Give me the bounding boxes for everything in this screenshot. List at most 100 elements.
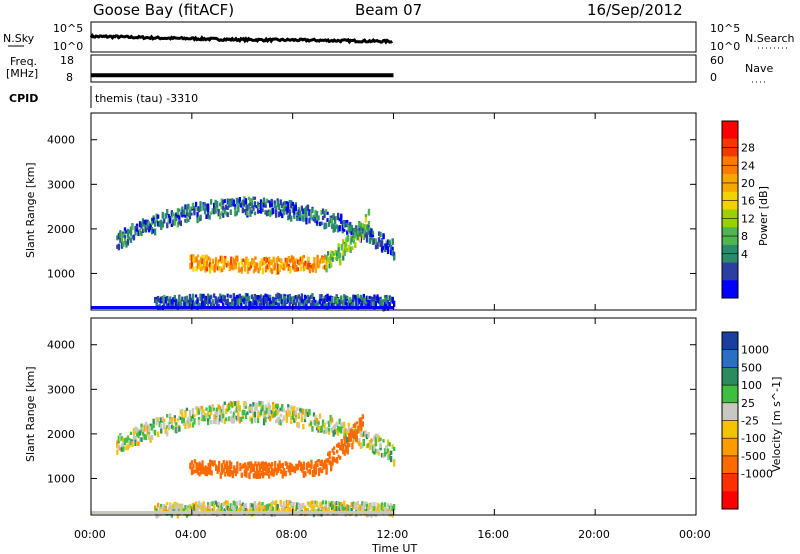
heatmap-cell [334,423,337,430]
heatmap-cell [126,436,130,443]
heatmap-cell [144,421,148,426]
heatmap-cell [219,511,222,514]
heatmap-cell [140,437,143,442]
heatmap-cell [265,301,269,308]
heatmap-cell [223,199,226,203]
heatmap-cell [194,406,198,410]
heatmap-cell [302,408,305,412]
heatmap-cell [228,406,231,411]
heatmap-cell [370,236,373,241]
heatmap-cell [314,299,317,303]
heatmap-cell [350,508,353,513]
heatmap-cell [258,260,262,266]
heatmap-cell [193,207,196,214]
heatmap-cell [148,225,151,230]
heatmap-cell [158,298,161,303]
heatmap-cell [336,252,339,256]
heatmap-cell [322,256,325,264]
heatmap-cell [190,467,194,471]
heatmap-cell [356,501,359,505]
heatmap-cell [179,503,182,508]
heatmap-cell [163,303,166,307]
heatmap-cell [184,422,187,429]
heatmap-cell [184,411,187,418]
heatmap-cell [184,505,187,510]
heatmap-cell [229,503,232,507]
heatmap-cell [171,511,174,514]
heatmap-cell [388,505,391,511]
heatmap-cell [217,501,220,505]
heatmap-cell [352,239,355,244]
heatmap-cell [346,295,349,300]
heatmap-cell [251,306,254,309]
heatmap-cell [162,511,165,514]
heatmap-cell [234,501,237,506]
heatmap-cell [335,506,338,512]
heatmap-cell [134,436,137,442]
heatmap-cell [361,433,364,438]
x-tick-label: 16:00 [477,528,509,541]
heatmap-cell [216,511,219,514]
heatmap-cell [203,297,207,305]
heatmap-cell [252,205,255,211]
heatmap-cell [268,467,271,473]
heatmap-cell [302,411,305,415]
heatmap-cell [152,421,155,428]
heatmap-cell [336,457,339,462]
heatmap-cell [296,217,299,221]
heatmap-cell [328,460,331,465]
heatmap-cell [226,500,229,508]
heatmap-cell [144,434,148,441]
heatmap-cell [349,228,352,234]
heatmap-cell [230,511,233,514]
heatmap-cell [120,436,123,441]
heatmap-cell [347,422,350,426]
heatmap-cell [190,212,193,216]
heatmap-cell [229,410,232,414]
heatmap-cell [173,417,176,422]
heatmap-cell [308,464,312,468]
velocity-colorbar-label: Velocity [m s^-1] [770,377,783,472]
heatmap-cell [253,501,257,506]
heatmap-cell [350,299,353,303]
heatmap-cell [297,209,300,215]
heatmap-cell [204,267,207,271]
heatmap-cell [339,511,342,514]
heatmap-cell [222,511,225,514]
heatmap-cell [160,220,163,224]
heatmap-cell [119,447,122,451]
heatmap-cell [148,306,151,309]
heatmap-cell [265,297,269,305]
heatmap-cell [187,511,191,514]
heatmap-cell [238,508,241,513]
heatmap-cell [308,503,311,507]
heatmap-cell [309,294,313,299]
heatmap-cell [305,217,308,225]
heatmap-cell [248,306,251,309]
heatmap-cell [308,306,312,309]
heatmap-cell [148,228,151,233]
heatmap-cell [225,204,228,210]
heatmap-cell [337,500,340,505]
heatmap-cell [285,211,288,215]
heatmap-cell [195,462,198,467]
heatmap-cell [296,511,299,514]
heatmap-cell [195,256,198,262]
heatmap-cell [320,511,324,514]
heatmap-cell [200,409,204,415]
heatmap-cell [315,220,319,225]
heatmap-cell [152,418,155,424]
heatmap-cell [265,294,269,298]
heatmap-cell [365,295,369,302]
heatmap-cell [225,263,228,268]
heatmap-cell [137,428,140,434]
heatmap-cell [272,511,275,514]
heatmap-cell [172,425,175,431]
heatmap-cell [387,511,390,514]
heatmap-cell [281,462,284,469]
heatmap-cell [328,450,331,456]
heatmap-cell [317,300,320,306]
heatmap-cell [128,229,131,234]
heatmap-cell [166,511,169,514]
heatmap-cell [282,508,285,513]
